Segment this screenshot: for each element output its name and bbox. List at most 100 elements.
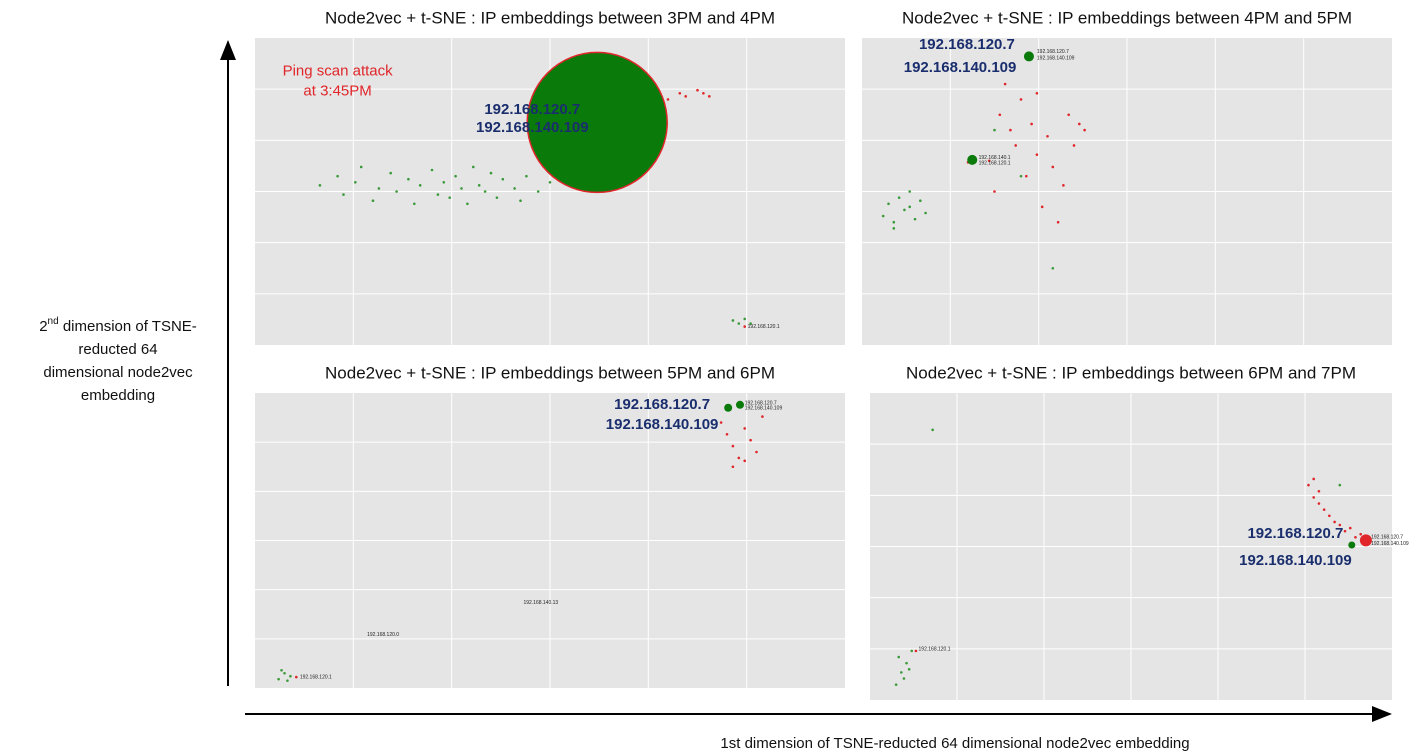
annotation: 192.168.120.7 bbox=[614, 396, 710, 413]
point bbox=[1338, 523, 1342, 527]
point bbox=[731, 465, 735, 469]
point bbox=[395, 190, 398, 193]
point bbox=[735, 400, 744, 409]
point bbox=[1030, 122, 1033, 126]
point bbox=[755, 450, 758, 454]
point bbox=[407, 177, 410, 181]
point bbox=[359, 165, 363, 169]
point bbox=[892, 227, 896, 230]
x-axis-label: 1st dimension of TSNE-reducted 64 dimens… bbox=[720, 735, 1189, 752]
point bbox=[1025, 174, 1028, 178]
point bbox=[696, 88, 699, 92]
point bbox=[894, 683, 898, 686]
point bbox=[1078, 122, 1081, 126]
point bbox=[913, 217, 917, 221]
annotation: 192.168.120.1 bbox=[748, 324, 780, 330]
point bbox=[1040, 205, 1044, 209]
point bbox=[1035, 153, 1039, 156]
point bbox=[900, 671, 903, 674]
point bbox=[1322, 508, 1326, 511]
point bbox=[1019, 98, 1023, 101]
point bbox=[761, 415, 764, 418]
annotation: at 3:45PM bbox=[303, 83, 371, 100]
chart-title: Node2vec + t-SNE : IP embeddings between… bbox=[906, 363, 1356, 382]
annotation: 192.168.140.109 bbox=[745, 406, 783, 412]
annotation: 192.168.120.7 bbox=[484, 101, 580, 118]
point bbox=[354, 180, 357, 184]
annotation: Ping scan attack bbox=[283, 63, 394, 80]
point bbox=[725, 433, 729, 436]
point bbox=[336, 174, 339, 178]
point bbox=[1056, 220, 1060, 224]
point bbox=[892, 220, 896, 224]
point bbox=[483, 190, 487, 193]
point bbox=[908, 190, 911, 193]
point bbox=[289, 674, 292, 678]
point bbox=[1317, 489, 1321, 493]
point bbox=[1343, 529, 1347, 533]
point bbox=[1307, 483, 1310, 487]
y-axis-label: embedding bbox=[81, 387, 155, 404]
point bbox=[413, 202, 416, 206]
y-label-part: dimension of TSNE- bbox=[59, 318, 197, 335]
point bbox=[914, 649, 918, 653]
point bbox=[684, 95, 687, 98]
point bbox=[1035, 91, 1039, 95]
point bbox=[737, 322, 741, 325]
y-label-part: nd bbox=[48, 316, 59, 327]
point bbox=[283, 671, 286, 675]
annotation: 192.168.120.0 bbox=[367, 632, 399, 638]
point bbox=[987, 159, 991, 163]
annotation: 192.168.120.1 bbox=[919, 646, 951, 652]
annotation: 192.168.120.1 bbox=[979, 160, 1011, 166]
point bbox=[902, 677, 906, 680]
annotation: 192.168.120.7 bbox=[1037, 49, 1069, 55]
point bbox=[666, 98, 670, 101]
point bbox=[1023, 51, 1034, 62]
point bbox=[897, 196, 901, 199]
point bbox=[377, 187, 381, 190]
point bbox=[743, 459, 746, 463]
chart-title: Node2vec + t-SNE : IP embeddings between… bbox=[902, 8, 1352, 27]
point bbox=[993, 128, 996, 132]
point bbox=[1009, 128, 1012, 132]
point bbox=[1354, 535, 1357, 539]
point bbox=[526, 51, 668, 194]
point bbox=[881, 214, 885, 218]
point bbox=[286, 679, 289, 682]
annotation: 192.168.120.1 bbox=[300, 674, 332, 680]
point bbox=[737, 456, 741, 460]
annotation: 192.168.140.109 bbox=[476, 119, 589, 136]
annotation: 192.168.120.7 bbox=[1247, 525, 1343, 542]
point bbox=[436, 193, 440, 196]
point bbox=[743, 325, 746, 328]
point bbox=[1312, 496, 1315, 499]
y-label-part: 2 bbox=[39, 318, 47, 335]
point bbox=[1019, 174, 1023, 178]
point bbox=[993, 190, 996, 193]
point bbox=[1348, 526, 1352, 530]
point bbox=[442, 180, 446, 184]
annotation: 192.168.140.109 bbox=[1037, 55, 1075, 61]
point bbox=[472, 165, 475, 169]
y-axis-label: reducted 64 bbox=[78, 341, 157, 358]
point bbox=[430, 168, 434, 172]
point bbox=[277, 677, 280, 681]
point bbox=[1333, 520, 1336, 524]
point bbox=[702, 91, 705, 95]
point bbox=[525, 174, 528, 178]
point bbox=[731, 444, 735, 448]
point bbox=[908, 205, 911, 209]
point bbox=[719, 421, 723, 424]
point bbox=[1338, 483, 1342, 487]
point bbox=[907, 668, 911, 671]
point bbox=[1312, 477, 1315, 481]
point bbox=[489, 171, 493, 175]
annotation: 192.168.140.109 bbox=[904, 59, 1017, 76]
point bbox=[749, 322, 752, 325]
point bbox=[1046, 134, 1049, 138]
point bbox=[371, 199, 375, 203]
point bbox=[678, 91, 682, 95]
point bbox=[743, 317, 746, 321]
